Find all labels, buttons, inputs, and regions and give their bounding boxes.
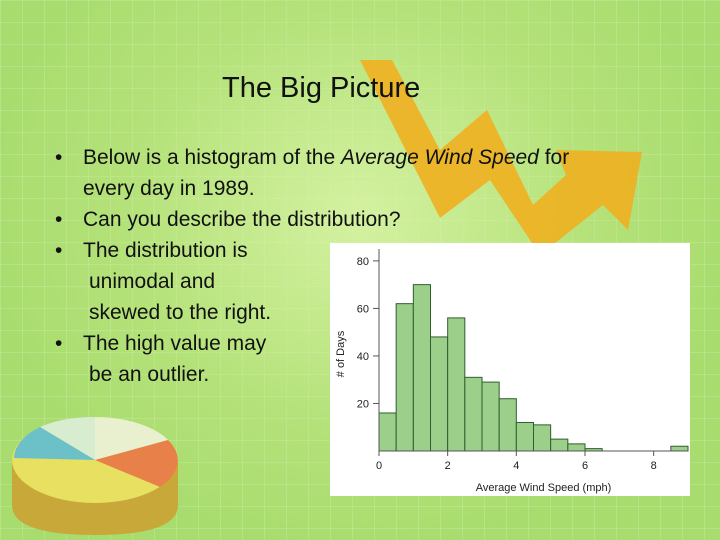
histogram-bar — [412, 284, 432, 452]
x-tick-label: 6 — [582, 460, 588, 472]
histogram-bar — [430, 336, 449, 452]
y-axis-title: # of Days — [335, 330, 347, 377]
bullet-3-continuation-1: unimodal and — [89, 270, 216, 293]
bullet-3-text: The distribution is — [83, 239, 248, 262]
x-tick-label: 0 — [376, 460, 382, 472]
histogram-bar — [464, 376, 483, 452]
histogram-bar — [515, 421, 534, 452]
y-tick-label: 60 — [357, 303, 369, 315]
x-tick-label: 4 — [513, 460, 519, 472]
x-tick-label: 8 — [651, 460, 657, 472]
bullet-item-4: • The high value may — [52, 328, 672, 359]
bullet-marker: • — [55, 332, 63, 355]
bullet-list: • Below is a histogram of the Average Wi… — [52, 142, 672, 390]
histogram-bar — [567, 443, 586, 452]
bullet-item-1: • Below is a histogram of the Average Wi… — [52, 142, 672, 173]
bullet-marker: • — [55, 208, 63, 231]
y-tick-label: 80 — [357, 256, 369, 268]
x-tick-label: 2 — [445, 460, 451, 472]
y-tick-label: 40 — [357, 351, 369, 363]
bullet-1-text-end: for — [538, 146, 570, 169]
bullet-item-2: • Can you describe the distribution? — [52, 204, 672, 235]
histogram-bar — [670, 445, 689, 452]
pie-chart-icon — [12, 416, 178, 535]
histogram-panel: 20 40 60 80 0 2 4 6 8 Average Wind Speed (mph) # o… — [330, 243, 690, 496]
bullet-marker: • — [55, 239, 63, 262]
histogram-bar — [378, 412, 397, 452]
bullet-4-continuation: be an outlier. — [89, 363, 210, 386]
bullet-2-text: Can you describe the distribution? — [83, 208, 401, 231]
histogram-bar — [481, 381, 500, 452]
histogram-bar — [550, 438, 569, 452]
histogram-bar — [498, 398, 517, 452]
histogram-bar — [447, 317, 466, 452]
bullet-1-emphasis: Average Wind Speed — [340, 146, 539, 169]
histogram-bar — [395, 303, 414, 452]
x-axis-title: Average Wind Speed (mph) — [476, 482, 612, 494]
bullet-3-continuation-2: skewed to the right. — [89, 301, 272, 324]
slide-title: The Big Picture — [222, 72, 421, 104]
histogram-bar — [533, 424, 552, 452]
bullet-4-text: The high value may — [83, 332, 267, 355]
bullet-1-continuation: every day in 1989. — [83, 177, 255, 200]
background-arrow — [360, 60, 642, 255]
y-tick-label: 20 — [357, 398, 369, 410]
bullet-item-3: • The distribution is — [52, 235, 672, 266]
bullet-1-text-start: Below is a histogram of the — [83, 146, 341, 169]
histogram-chart: 20 40 60 80 0 2 4 6 8 Average Wind Speed (mph) # o… — [335, 249, 689, 494]
bullet-marker: • — [55, 146, 63, 169]
